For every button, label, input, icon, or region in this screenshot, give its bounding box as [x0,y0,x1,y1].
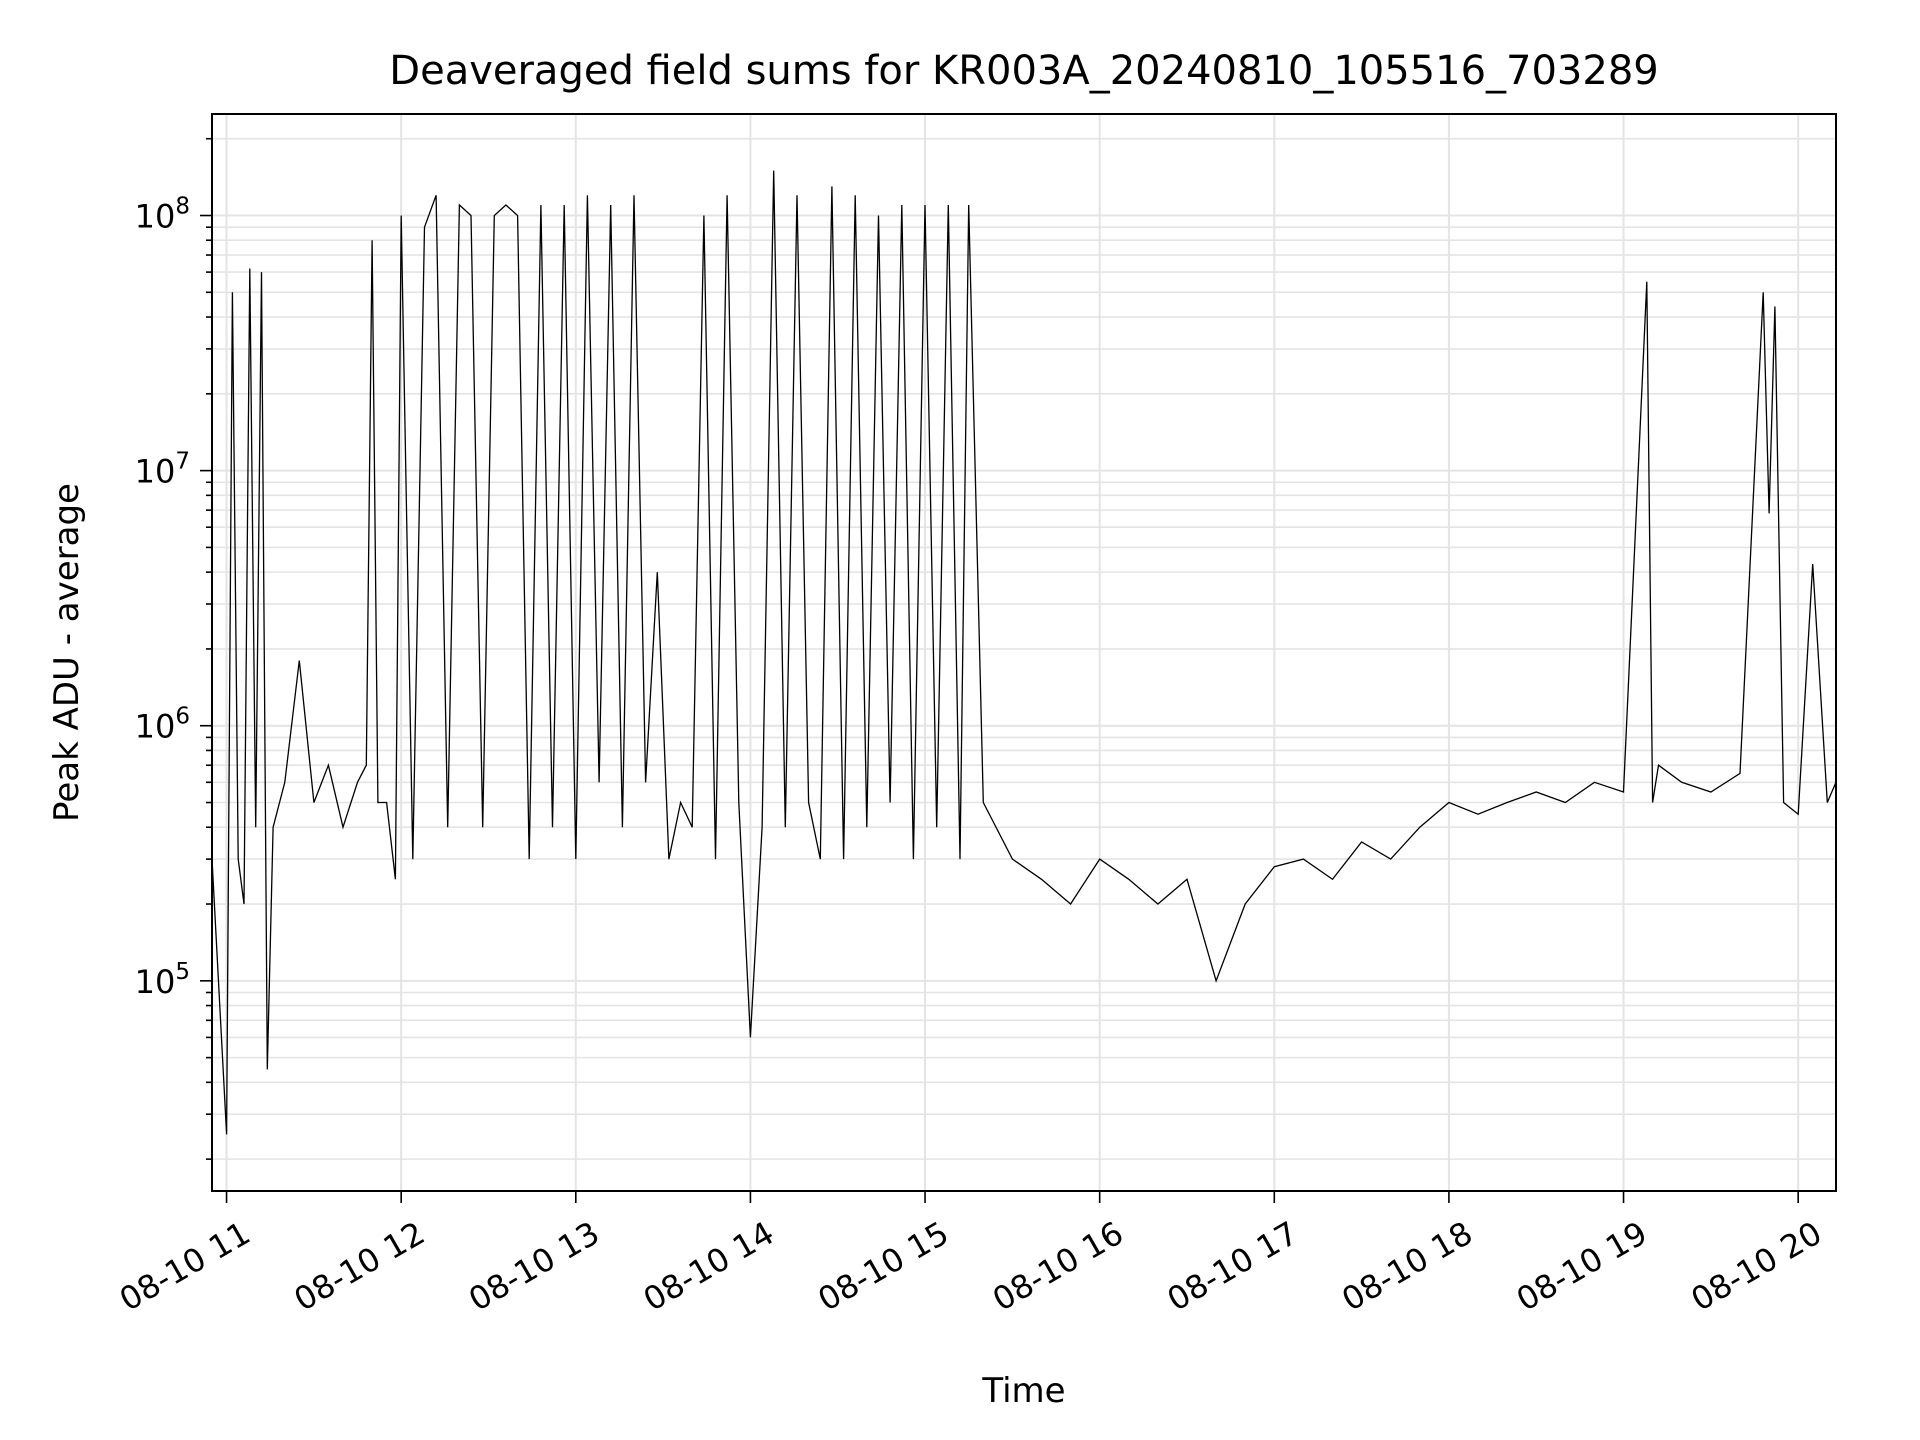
series-line [211,170,1837,1135]
y-axis-label: Peak ADU - average [47,483,87,822]
x-axis-label: Time [981,1371,1065,1411]
y-axis: 105 106 107 108 [135,137,212,1160]
y-tick-label: 107 [135,449,190,491]
plot-area [211,170,1837,1135]
y-tick-label: 105 [135,959,190,1001]
y-tick-label: 108 [135,194,190,236]
grid [212,114,1836,1191]
y-tick-label: 106 [135,704,190,746]
chart-title: Deaveraged field sums for KR003A_2024081… [389,48,1658,94]
axes-frame [211,113,1837,1192]
